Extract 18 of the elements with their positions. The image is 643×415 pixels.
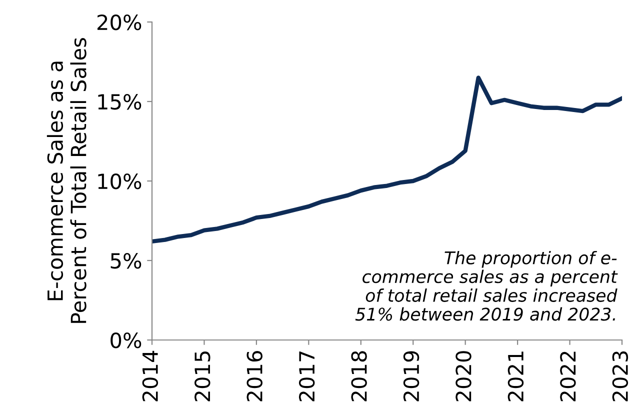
x-tick-label: 2017 <box>298 352 315 402</box>
line-series <box>152 76 622 244</box>
y-axis-title: E-commerce Sales as a Percent of Total Retail Sales <box>46 38 86 323</box>
x-tick-label: 2019 <box>403 351 420 402</box>
x-tick-label: 2020 <box>456 351 472 402</box>
x-tick-label: 2023 <box>612 351 628 402</box>
y-tick-label: 15% <box>98 94 142 110</box>
x-tick-label: 2021 <box>508 352 524 402</box>
x-tick-label: 2014 <box>142 350 158 402</box>
x-tick-label: 2016 <box>246 351 262 402</box>
y-tick-label: 5% <box>110 252 142 269</box>
annotation: The proportion of e- commerce sales as a percent of total retail sales increased 51% between 2019 and 2023. <box>355 250 618 321</box>
y-tick-label: 20% <box>98 14 142 30</box>
x-tick-label: 2018 <box>351 351 367 402</box>
y-tick-label: 10% <box>98 173 142 190</box>
x-tick-label: 2022 <box>560 352 576 402</box>
y-tick-label: 0% <box>110 332 142 348</box>
x-tick-label: 2015 <box>194 352 210 402</box>
